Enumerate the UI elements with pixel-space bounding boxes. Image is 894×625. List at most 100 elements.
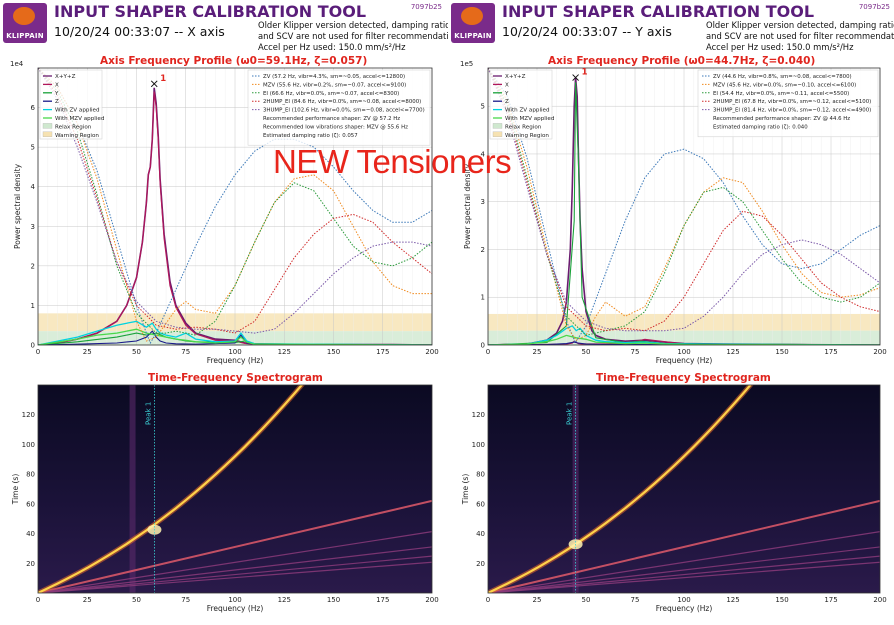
spectro-marks	[38, 385, 432, 593]
legend-label: ZV (57.2 Hz, vibr=4.3%, sm=~0.05, accel<…	[263, 74, 405, 80]
x-axis-label: Frequency (Hz)	[656, 356, 713, 365]
y-tick-label: 3	[481, 198, 485, 206]
harmonic-line	[38, 561, 432, 593]
psd-chart-x: 0 25 50 75 100 125 150 175 200 0 1 2 3 4 5 6 1 Frequency …	[10, 60, 439, 365]
y-tick-label: 5	[481, 103, 485, 111]
series-line-3humpei	[488, 68, 880, 332]
x-tick-label: 125	[726, 348, 739, 356]
report-title: INPUT SHAPER CALIBRATION TOOL	[54, 2, 367, 21]
legend-left: X+Y+Z XYZ With ZV applied With MZV applied R…	[489, 69, 555, 140]
legend-swatch	[492, 131, 503, 137]
series-line-mzv	[488, 68, 880, 341]
y-tick-label: 20	[26, 560, 35, 568]
legend-right: ZV (57.2 Hz, vibr=4.3%, sm=~0.05, accel<…	[247, 69, 431, 146]
legend-swatch	[492, 123, 503, 129]
version-hash: 7097b25	[410, 3, 442, 11]
x-tick-label: 25	[533, 596, 542, 604]
legend-label: Warning Region	[505, 133, 549, 139]
plot-frame	[37, 67, 433, 346]
harmonic-line	[488, 546, 880, 593]
resonance-band	[572, 385, 579, 593]
psd-chart-title: Axis Frequency Profile (ω0=44.7Hz, ζ=0.0…	[548, 55, 816, 67]
peak-marker	[150, 80, 158, 88]
x-tick-label: 50	[582, 348, 591, 356]
legend-label: With MZV applied	[55, 116, 105, 122]
note-line: and SCV are not used for filter recommen…	[706, 31, 894, 41]
legend-label: Recommended performance shaper: ZV @ 44.…	[713, 116, 850, 122]
version-hash: 7097b25	[858, 3, 890, 11]
x-tick-label: 200	[873, 596, 886, 604]
legend-label: With MZV applied	[505, 116, 555, 122]
legend-swatch	[42, 123, 53, 129]
legend-label: With ZV applied	[55, 108, 100, 114]
y-tick-label: 120	[22, 411, 35, 419]
legend-label: Y	[54, 91, 59, 97]
x-tick-label: 200	[425, 596, 438, 604]
legend-label: MZV (45.6 Hz, vibr=0.0%, sm=~0.10, accel…	[713, 82, 856, 88]
x-tick-label: 150	[327, 348, 340, 356]
x-tick-label: 100	[677, 596, 690, 604]
legend-label: X+Y+Z	[55, 74, 76, 80]
x-tick-label: 25	[83, 348, 92, 356]
y-tick-label: 5	[31, 144, 35, 152]
series-line-mzv	[38, 68, 432, 342]
legend-left: X+Y+Z XYZ With ZV applied With MZV applied R…	[39, 69, 105, 140]
legend-box	[697, 69, 879, 138]
legend-label: X	[505, 82, 509, 88]
peak-line-label: Peak 1	[144, 402, 152, 425]
y-tick-label: 1	[481, 294, 485, 302]
x-axis-label: Frequency (Hz)	[656, 604, 713, 613]
report-subtitle: 10/20/24 00:33:07 -- Y axis	[502, 24, 672, 39]
legend-label: Estimated damping ratio (ζ): 0.040	[713, 124, 808, 130]
y-tick-label: 80	[476, 471, 485, 479]
y-axis-label: Power spectral density	[13, 163, 22, 249]
y-tick-label: 4	[481, 150, 486, 158]
x-tick-label: 75	[181, 348, 190, 356]
x-tick-label: 75	[181, 596, 190, 604]
x-tick-label: 25	[83, 596, 92, 604]
x-tick-label: 175	[824, 596, 837, 604]
x-axis-label: Frequency (Hz)	[207, 604, 264, 613]
x-axis-label: Frequency (Hz)	[207, 356, 264, 365]
y-tick-label: 100	[22, 441, 35, 449]
right-report-panel: KLIPPAIN INPUT SHAPER CALIBRATION TOOL 1…	[448, 0, 894, 625]
x-tick-label: 125	[726, 596, 739, 604]
y-tick-label: 20	[476, 560, 485, 568]
y-tick-label: 40	[476, 530, 485, 538]
y-scale-label: 1e4	[10, 60, 24, 68]
legend-label: EI (66.6 Hz, vibr=0.0%, sm=~0.07, accel<…	[263, 91, 399, 97]
y-tick-label: 6	[31, 104, 36, 112]
legend-label: 3HUMP_EI (81.4 Hz, vibr=0.0%, sm=~0.12, …	[713, 108, 871, 114]
harmonic-line	[488, 499, 880, 593]
spectrogram-x: Peak 1 0 25 50 75 100 125 150 175 200 20 40 60 80 100 1…	[11, 384, 439, 613]
series-line-with	[488, 334, 880, 345]
logo-text: KLIPPAIN	[6, 32, 44, 40]
legend-label: Recommended performance shaper: ZV @ 57.…	[263, 116, 400, 122]
y-axis-label: Time (s)	[461, 474, 470, 506]
plot-frame	[37, 384, 433, 594]
legend-label: Recommended low vibrations shaper: MZV @…	[263, 124, 408, 130]
series-line-with	[38, 320, 432, 345]
y-tick-label: 0	[31, 342, 35, 350]
klippain-logo: KLIPPAIN	[451, 3, 495, 43]
legend-label: Z	[55, 99, 59, 105]
left-report-panel: KLIPPAIN INPUT SHAPER CALIBRATION TOOL 1…	[0, 0, 448, 625]
y-scale-label: 1e5	[460, 60, 473, 68]
x-tick-label: 50	[132, 596, 141, 604]
report-subtitle: 10/20/24 00:33:07 -- X axis	[54, 24, 225, 39]
x-tick-label: 0	[36, 348, 40, 356]
plot-frame	[487, 384, 881, 594]
x-tick-label: 75	[631, 348, 640, 356]
harmonic-line	[38, 531, 432, 593]
logo-text: KLIPPAIN	[454, 32, 492, 40]
x-tick-label: 150	[775, 596, 788, 604]
legend-label: EI (54.4 Hz, vibr=0.0%, sm=~0.11, accel<…	[713, 91, 849, 97]
peak-line-label: Peak 1	[566, 402, 574, 425]
legend-label: Estimated damping ratio (ζ): 0.057	[263, 133, 358, 139]
logo-mark-icon	[13, 7, 35, 25]
legend-label: 3HUMP_EI (102.6 Hz, vibr=0.0%, sm=~0.08,…	[263, 108, 425, 114]
x-tick-label: 175	[824, 348, 837, 356]
spectrogram-title: Time-Frequency Spectrogram	[148, 372, 323, 384]
y-tick-label: 0	[481, 342, 485, 350]
series-group	[38, 68, 432, 345]
